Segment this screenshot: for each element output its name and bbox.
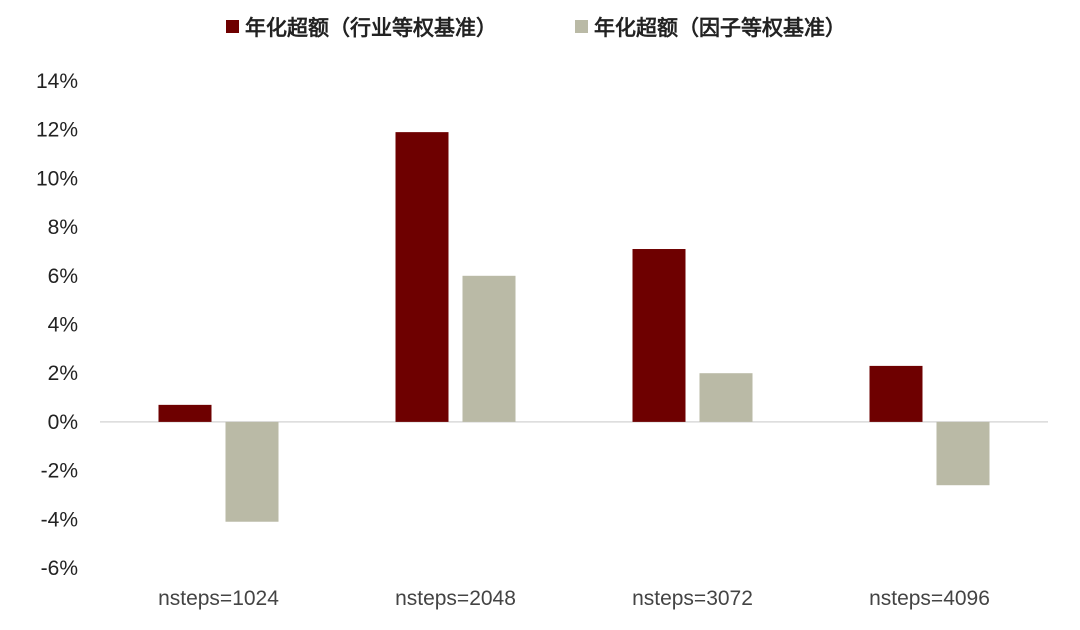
legend-label-2: 年化超额（因子等权基准） (594, 16, 846, 40)
y-tick-label: -4% (41, 508, 78, 531)
y-tick-label: 0% (48, 411, 78, 434)
bar-1-nsteps-3072 (632, 249, 686, 422)
bar-1-nsteps-2048 (395, 132, 449, 422)
bar-2-nsteps-2048 (462, 275, 516, 422)
bar-1-nsteps-4096 (869, 365, 923, 422)
y-tick-label: 10% (36, 167, 78, 190)
x-tick-label: nsteps=2048 (395, 587, 516, 610)
y-tick-label: 4% (48, 314, 78, 337)
legend-swatch-1 (226, 20, 239, 33)
y-tick-label: 6% (48, 265, 78, 288)
bar-2-nsteps-3072 (699, 373, 753, 422)
bar-2-nsteps-1024 (225, 421, 279, 522)
bars (158, 132, 990, 522)
x-tick-label: nsteps=1024 (158, 587, 279, 610)
legend-label-1: 年化超额（行业等权基准） (245, 16, 497, 40)
x-tick-label: nsteps=3072 (632, 587, 753, 610)
y-tick-label: -6% (41, 557, 78, 580)
bar-1-nsteps-1024 (158, 404, 212, 422)
bar-2-nsteps-4096 (936, 421, 990, 486)
x-tick-label: nsteps=4096 (869, 587, 990, 610)
y-tick-label: 12% (36, 119, 78, 142)
y-tick-label: 14% (36, 70, 78, 93)
y-tick-label: 2% (48, 362, 78, 385)
legend-swatch-2 (575, 20, 588, 33)
y-axis: 14% 12% 10% 8% 6% 4% 2% 0% -2% -4% -6% (36, 70, 78, 580)
x-axis: nsteps=1024 nsteps=2048 nsteps=3072 nsteps=… (158, 587, 990, 610)
chart-legend: 年化超额（行业等权基准） 年化超额（因子等权基准） (226, 16, 846, 40)
y-tick-label: 8% (48, 216, 78, 239)
y-tick-label: -2% (41, 460, 78, 483)
